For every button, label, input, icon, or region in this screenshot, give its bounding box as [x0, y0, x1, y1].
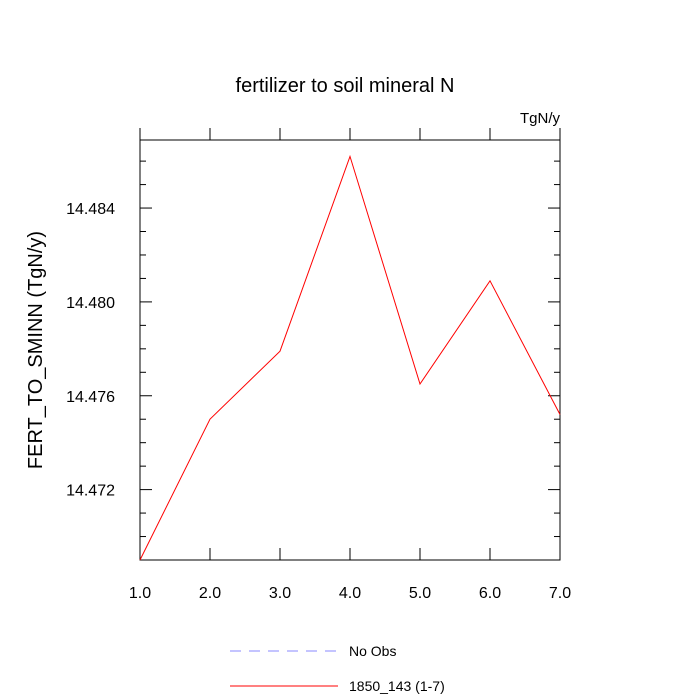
y-axis-label: FERT_TO_SMINN (TgN/y): [25, 231, 47, 469]
y-tick-label: 14.472: [66, 483, 115, 500]
y-tick-label: 14.480: [66, 295, 115, 312]
x-tick-label: 5.0: [409, 585, 431, 602]
x-tick-label: 4.0: [339, 585, 361, 602]
series-group: [139, 154, 561, 561]
x-tick-label: 6.0: [479, 585, 501, 602]
x-tick-label: 2.0: [199, 585, 221, 602]
x-tick-label: 1.0: [129, 585, 151, 602]
axis-ticks: 1.0 2.0 3.0 4.0 5.0 6.0 7.0 14.472 14.476 14.480 1…: [66, 128, 571, 602]
legend-label: 1850_143 (1-7): [349, 678, 445, 694]
x-tick-label: 3.0: [269, 585, 291, 602]
series-line: [139, 154, 561, 561]
chart-title: fertilizer to soil mineral N: [236, 75, 455, 97]
legend-label: No Obs: [349, 643, 396, 659]
units-label: TgN/y: [520, 110, 561, 127]
plot-frame: [139, 139, 561, 561]
y-tick-label: 14.484: [66, 201, 115, 218]
x-tick-label: 7.0: [549, 585, 571, 602]
legend: No Obs 1850_143 (1-7): [230, 643, 445, 694]
y-tick-label: 14.476: [66, 389, 115, 406]
